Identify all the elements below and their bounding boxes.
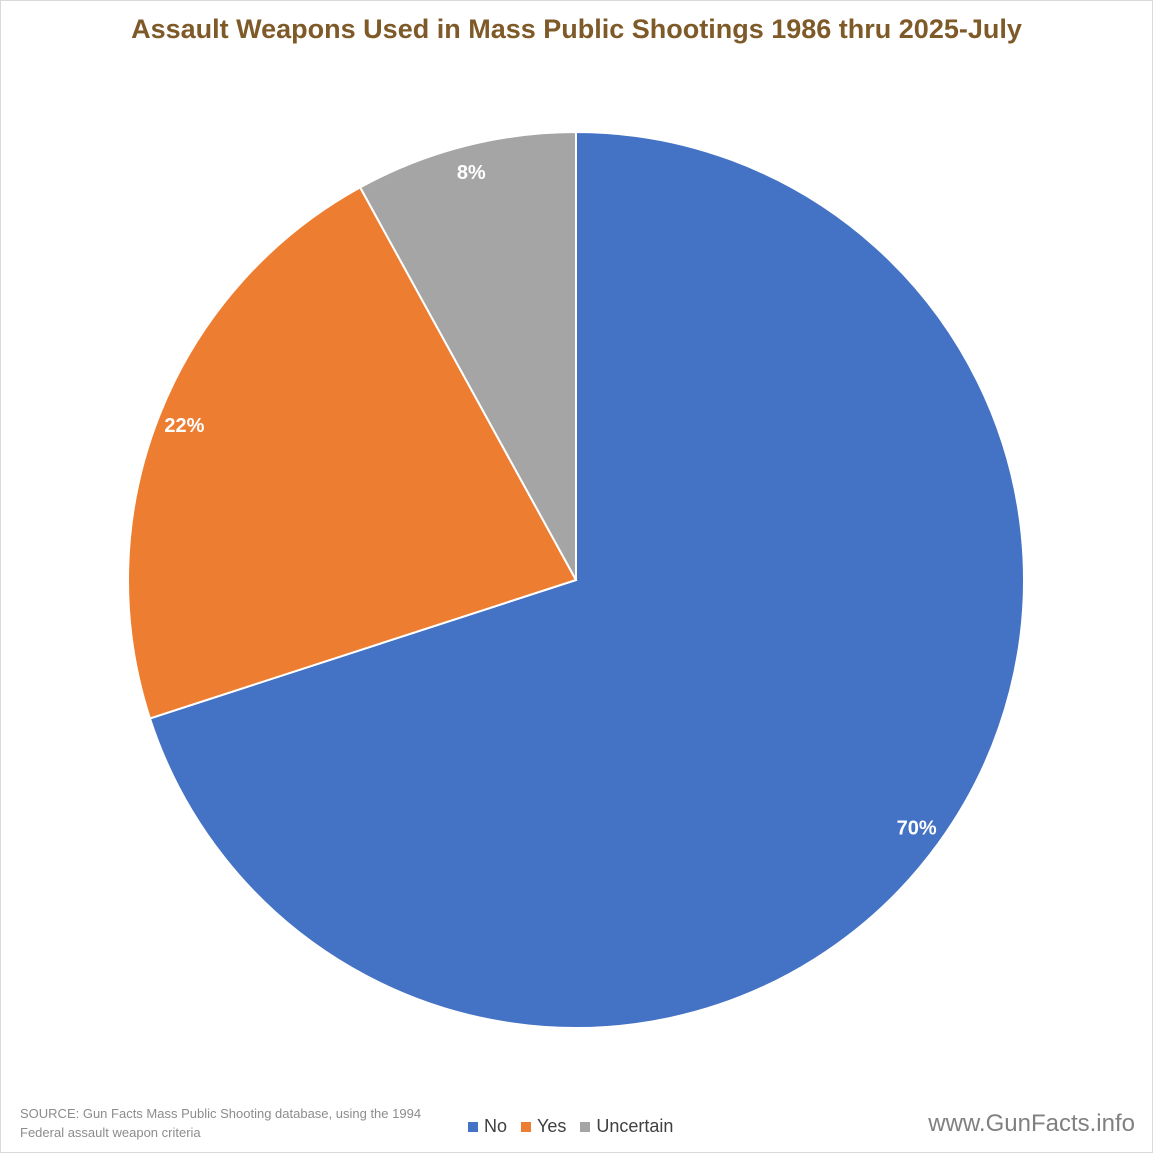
legend: No Yes Uncertain: [468, 1116, 673, 1137]
pie-slice-no: [148, 130, 1026, 1029]
data-label-yes: 22%: [164, 415, 204, 437]
source-note: SOURCE: Gun Facts Mass Public Shooting d…: [20, 1106, 422, 1140]
pie-slice-yes: [127, 186, 578, 720]
legend-item-no: No: [468, 1116, 507, 1137]
legend-swatch: [580, 1121, 591, 1132]
legend-swatch: [468, 1121, 478, 1132]
legend-swatch: [521, 1121, 532, 1132]
legend-label: No: [484, 1116, 508, 1136]
site-watermark: www.GunFacts.info: [928, 1110, 1135, 1137]
legend-item-yes: Yes: [521, 1116, 566, 1137]
pie-slice-uncertain: [358, 130, 577, 581]
data-label-no: 70%: [897, 818, 937, 840]
data-label-uncertain: 8%: [457, 162, 486, 184]
legend-label: Uncertain: [596, 1116, 674, 1136]
legend-item-uncertain: Uncertain: [580, 1116, 673, 1137]
chart-title: Assault Weapons Used in Mass Public Shoo…: [131, 14, 1022, 44]
legend-label: Yes: [537, 1116, 567, 1136]
